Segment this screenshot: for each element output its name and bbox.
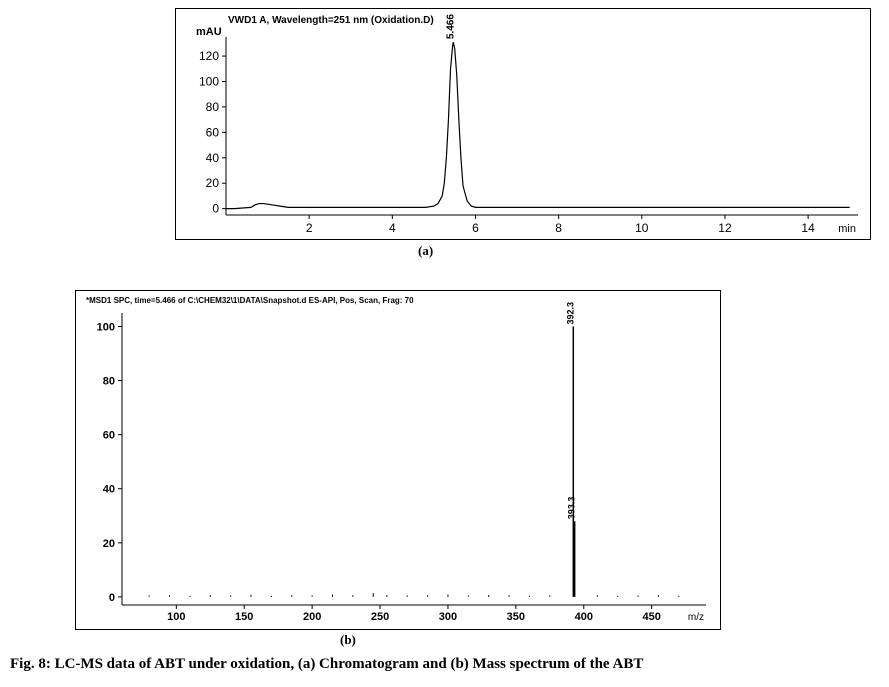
mass-spectrum-svg: *MSD1 SPC, time=5.466 of C:\CHEM32\1\DAT…: [76, 291, 720, 629]
svg-text:392.3: 392.3: [565, 302, 575, 325]
svg-text:100: 100: [199, 75, 219, 89]
chromatogram-panel: VWD1 A, Wavelength=251 nm (Oxidation.D) m…: [175, 8, 871, 240]
svg-text:20: 20: [206, 176, 220, 190]
chromatogram-svg: VWD1 A, Wavelength=251 nm (Oxidation.D) m…: [176, 9, 870, 239]
figure-container: VWD1 A, Wavelength=251 nm (Oxidation.D) m…: [0, 0, 889, 687]
svg-text:8: 8: [555, 221, 562, 235]
svg-text:60: 60: [206, 125, 220, 139]
mass-spectrum-panel: *MSD1 SPC, time=5.466 of C:\CHEM32\1\DAT…: [75, 290, 721, 630]
svg-text:2: 2: [306, 221, 313, 235]
svg-text:mAU: mAU: [196, 26, 222, 38]
svg-text:*MSD1 SPC, time=5.466 of C:\CH: *MSD1 SPC, time=5.466 of C:\CHEM32\1\DAT…: [86, 296, 414, 305]
svg-text:300: 300: [439, 611, 457, 623]
svg-text:0: 0: [212, 202, 219, 216]
svg-text:0: 0: [109, 592, 115, 604]
svg-text:450: 450: [642, 611, 660, 623]
svg-text:250: 250: [371, 611, 389, 623]
svg-text:40: 40: [103, 484, 115, 496]
figure-caption: Fig. 8: LC-MS data of ABT under oxidatio…: [10, 656, 643, 673]
svg-text:100: 100: [97, 322, 115, 334]
svg-text:VWD1 A, Wavelength=251 nm (Oxi: VWD1 A, Wavelength=251 nm (Oxidation.D): [228, 15, 434, 26]
svg-text:120: 120: [199, 49, 219, 63]
svg-text:12: 12: [718, 221, 732, 235]
svg-text:393.3: 393.3: [567, 497, 577, 520]
sublabel-a: (a): [418, 243, 433, 259]
svg-text:4: 4: [389, 221, 396, 235]
svg-text:14: 14: [801, 221, 815, 235]
svg-text:80: 80: [206, 100, 220, 114]
svg-text:200: 200: [303, 611, 321, 623]
svg-text:20: 20: [103, 538, 115, 550]
svg-text:60: 60: [103, 430, 115, 442]
svg-text:100: 100: [167, 611, 185, 623]
svg-text:80: 80: [103, 376, 115, 388]
sublabel-b: (b): [340, 632, 356, 648]
svg-text:350: 350: [507, 611, 525, 623]
svg-text:10: 10: [635, 221, 649, 235]
svg-text:6: 6: [472, 221, 479, 235]
svg-text:40: 40: [206, 151, 220, 165]
svg-text:5.466: 5.466: [445, 14, 456, 39]
svg-text:150: 150: [235, 611, 253, 623]
svg-text:400: 400: [575, 611, 593, 623]
svg-text:m/z: m/z: [688, 612, 704, 623]
svg-text:min: min: [838, 223, 856, 235]
